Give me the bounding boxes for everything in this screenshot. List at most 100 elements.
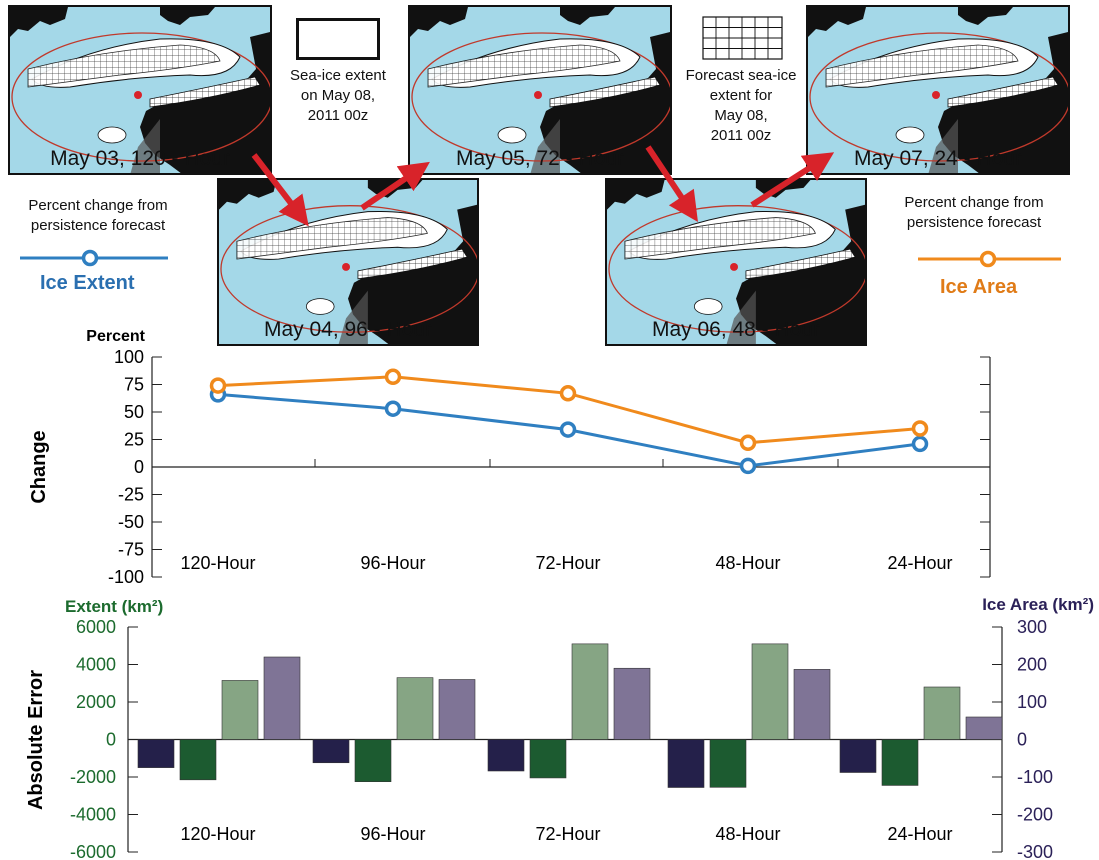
location-marker-icon: [730, 263, 738, 271]
error-bar: [965, 716, 1003, 740]
land-shape: [130, 119, 160, 173]
map-panel-may03: May 03, 120 - Hour: [8, 5, 272, 175]
legend-caption-right: Percent change from persistence forecast: [876, 193, 1072, 233]
map-drawing: [607, 180, 865, 344]
data-point: [559, 385, 577, 402]
x-tick-label: 96-Hour: [360, 553, 425, 573]
map-panel-may06: May 06, 48 - Hour: [605, 178, 867, 346]
map-label-may04: May 04, 96 - Hour: [263, 318, 433, 341]
map-label-may05: May 05, 72 - Hour: [455, 147, 625, 170]
left-y-tick-label: 0: [106, 730, 116, 750]
ice-forecast-shape: [357, 248, 468, 280]
error-bar: [839, 739, 877, 773]
left-y-tick-label: 4000: [76, 655, 116, 675]
sea-ice-map-may07: [808, 7, 1068, 173]
data-point: [384, 368, 402, 386]
land-shape: [928, 119, 958, 173]
left-y-tick-label: 2000: [76, 692, 116, 712]
ice-forecast-shape: [236, 217, 428, 260]
right-y-tick-label: 300: [1017, 617, 1047, 637]
land-shape: [958, 7, 1013, 25]
sea-ice-map-may06: [607, 180, 865, 344]
sea-ice-map-may03: [10, 7, 270, 173]
land-shape: [219, 180, 277, 210]
arrow-icon: [750, 152, 835, 208]
legend-ice-extent-label: Ice Extent: [40, 272, 135, 294]
land-shape: [530, 119, 560, 173]
error-bar: [793, 669, 831, 740]
data-point: [739, 434, 757, 452]
arrow-icon: [645, 145, 698, 222]
x-tick-label: 96-Hour: [360, 824, 425, 844]
error-bar: [312, 739, 350, 764]
ice-floe-shape: [895, 126, 925, 144]
error-bar: [923, 686, 961, 740]
y-tick-label: -25: [118, 485, 144, 505]
data-point: [911, 420, 929, 437]
arrow-icon: [251, 153, 309, 227]
map-drawing: [808, 7, 1068, 173]
x-tick-label: 72-Hour: [535, 824, 600, 844]
error-bar: [571, 643, 609, 740]
legend-extent-line-icon: [20, 249, 168, 267]
map-panel-may04: May 04, 96 - Hour: [217, 178, 479, 346]
land-shape: [338, 290, 368, 344]
map-panel-may07: May 07, 24 - Hour: [806, 5, 1070, 175]
left-y-tick-label: -2000: [70, 767, 116, 787]
ice-forecast-shape: [947, 76, 1059, 108]
land-shape: [10, 7, 68, 37]
absolute-error-axis-label: Absolute Error: [25, 670, 47, 810]
data-point: [559, 421, 577, 438]
ice-forecast-shape: [27, 44, 221, 88]
y-tick-label: -100: [108, 567, 144, 587]
x-tick-label: 120-Hour: [180, 824, 255, 844]
extent-swatch-icon: [296, 18, 380, 60]
y-tick-label: 50: [124, 402, 144, 422]
extent-key-line2: on May 08,: [300, 87, 376, 104]
location-marker-icon: [134, 91, 142, 99]
right-y-tick-label: 100: [1017, 692, 1047, 712]
right-y-tick-label: 200: [1017, 655, 1047, 675]
error-bar: [396, 677, 434, 740]
domain-ellipse: [11, 32, 270, 162]
land-shape: [410, 7, 468, 37]
error-bar: [137, 739, 175, 768]
absolute-error-chart: Extent (km²) Ice Area (km²) Absolute Error…: [25, 595, 1094, 860]
ice-forecast-shape: [825, 44, 1019, 88]
y-tick-label: -50: [118, 512, 144, 532]
x-tick-label: 24-Hour: [887, 824, 952, 844]
x-tick-label: 48-Hour: [715, 824, 780, 844]
legend-ice-area-label: Ice Area: [940, 276, 1018, 298]
ice-forecast-shape: [745, 248, 856, 280]
land-shape: [607, 180, 665, 210]
map-drawing: [10, 7, 270, 173]
domain-ellipse: [608, 205, 865, 333]
land-shape: [560, 7, 615, 25]
y-tick-label: 100: [114, 347, 144, 367]
ice-floe-shape: [497, 126, 527, 144]
right-y-tick-label: -200: [1017, 805, 1053, 825]
error-bar: [221, 680, 259, 740]
legend-left-line1: Percent change from: [28, 197, 168, 214]
land-shape: [726, 290, 756, 344]
change-axis-label: Change: [28, 430, 50, 503]
domain-ellipse: [411, 32, 670, 162]
ice-forecast-shape: [549, 76, 661, 108]
error-bar: [438, 679, 476, 740]
error-bar: [709, 739, 747, 788]
legend-caption-left: Percent change from persistence forecast: [0, 196, 196, 236]
location-marker-icon: [932, 91, 940, 99]
domain-ellipse: [809, 32, 1068, 162]
x-tick-label: 72-Hour: [535, 553, 600, 573]
map-label-may03: May 03, 120 - Hour: [50, 147, 230, 170]
ice-forecast-shape: [427, 44, 621, 88]
legend-left-line2: persistence forecast: [30, 217, 166, 234]
error-bar: [263, 656, 301, 740]
ice-floe-shape: [97, 126, 127, 144]
location-marker-icon: [342, 263, 350, 271]
y-tick-label: -75: [118, 540, 144, 560]
data-point: [384, 400, 402, 417]
ice-forecast-shape: [624, 217, 816, 260]
